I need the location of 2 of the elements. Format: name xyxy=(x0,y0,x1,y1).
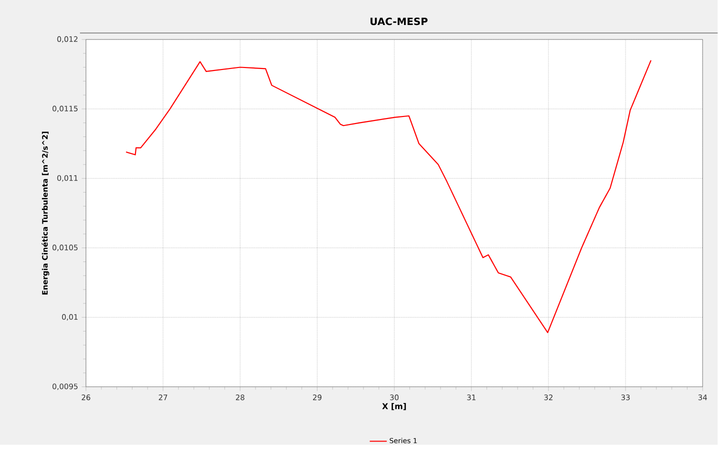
line-series xyxy=(125,60,652,334)
chart-title: UAC-MESP xyxy=(370,18,428,26)
